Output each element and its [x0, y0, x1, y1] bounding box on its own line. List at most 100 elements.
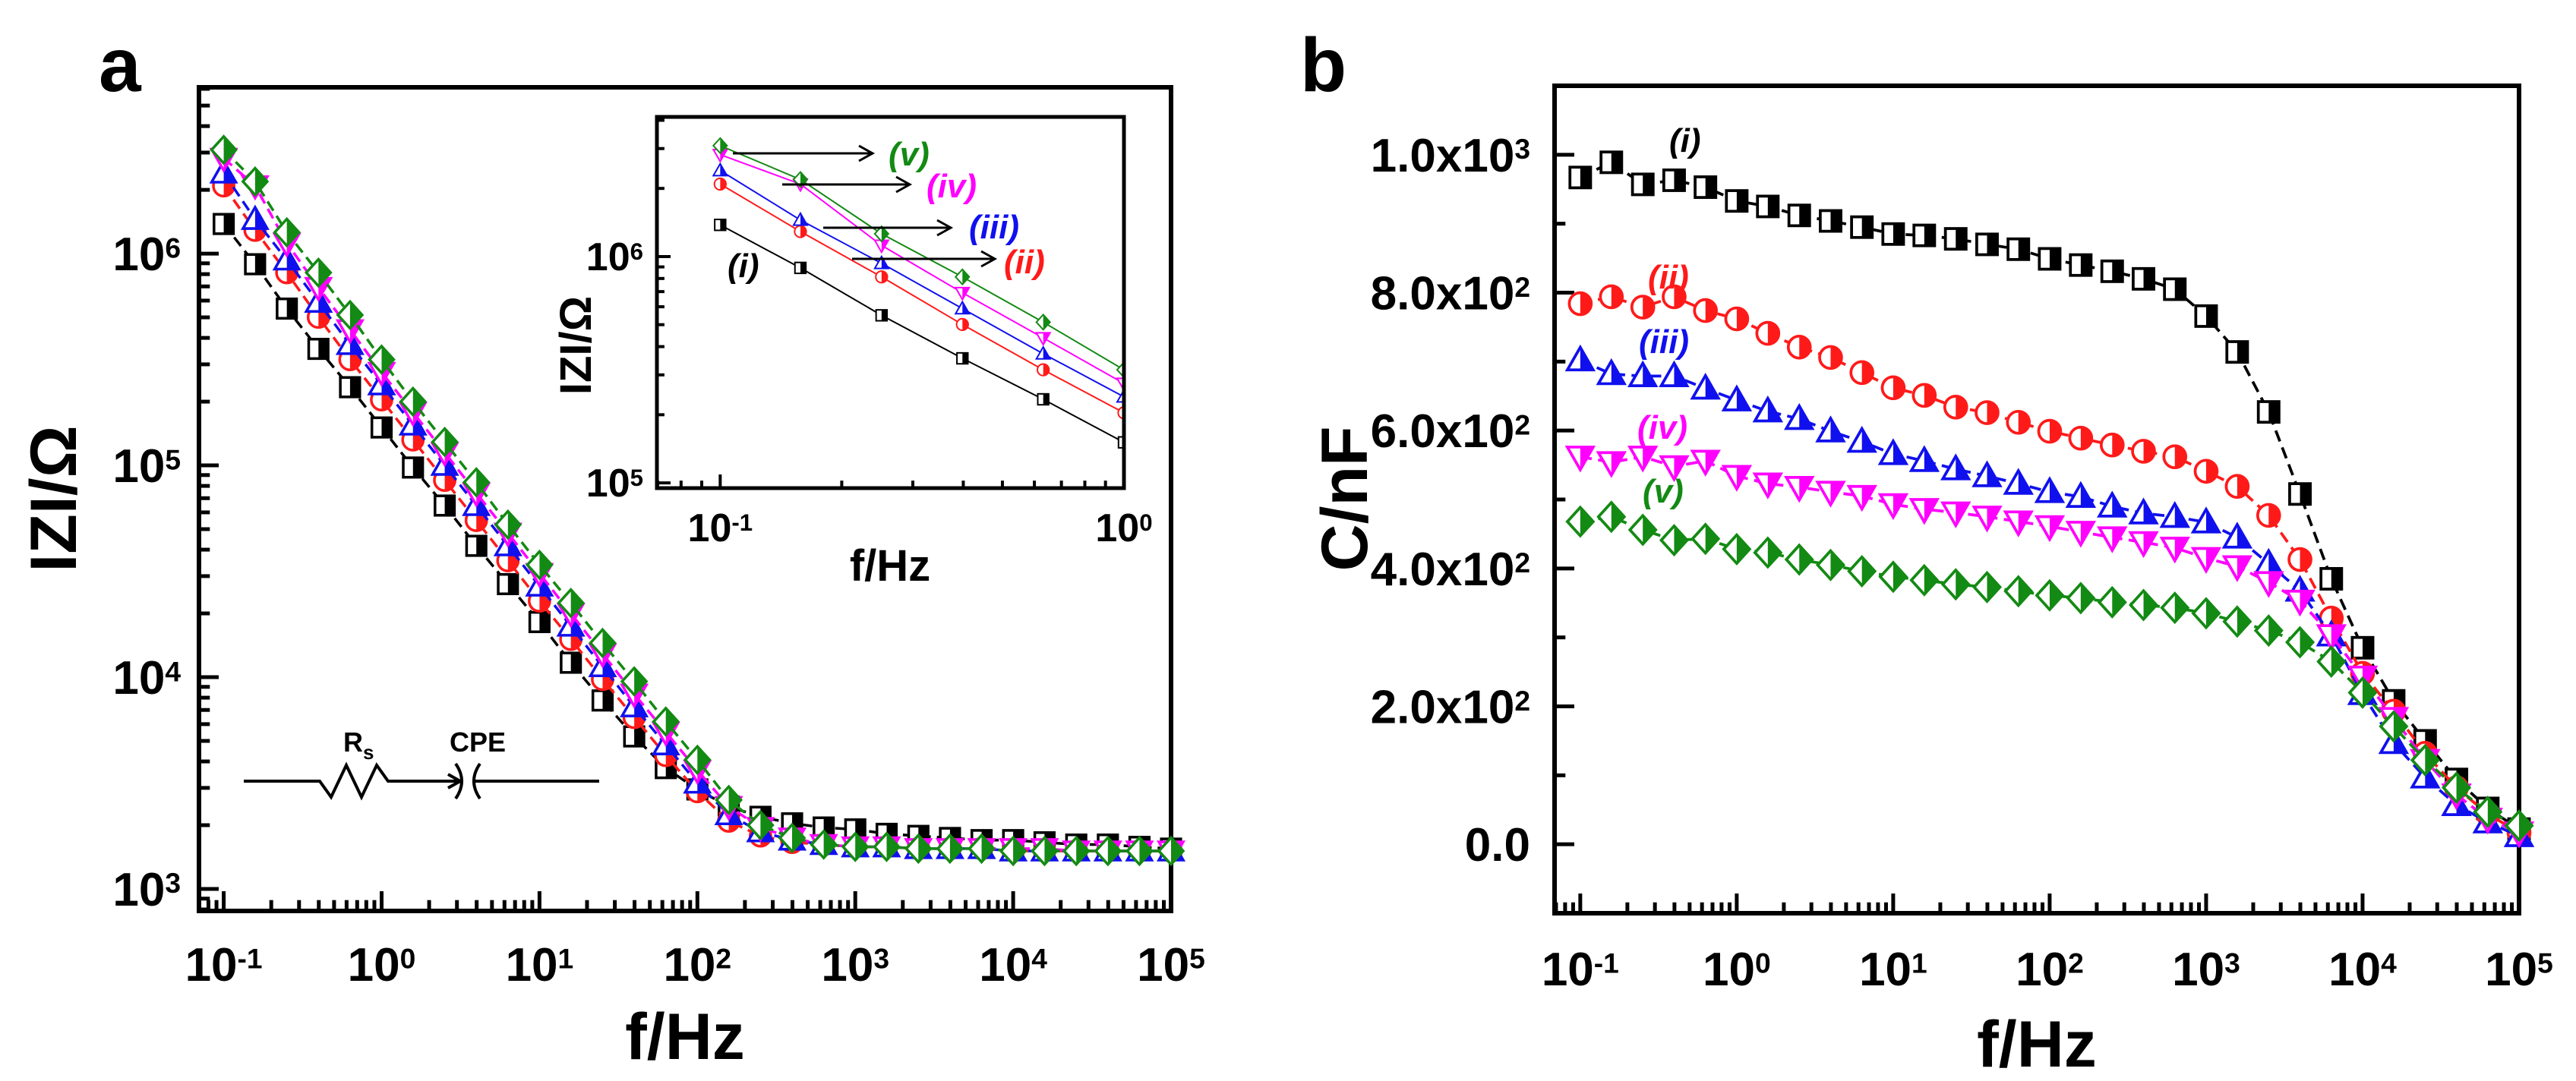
data-point	[1877, 493, 1909, 521]
data-point	[1037, 363, 1050, 377]
panel-b-label: b	[1300, 23, 1346, 108]
marker-fill	[1924, 448, 1937, 471]
series-line	[719, 169, 1124, 398]
marker-fill	[254, 168, 267, 195]
y-tick-label: 6.0x102	[1371, 405, 1530, 458]
marker-fill	[318, 339, 329, 359]
marker-fill	[2174, 537, 2188, 561]
marker-fill	[720, 149, 728, 162]
series-label: (iii)	[969, 209, 1019, 246]
marker-fill	[2331, 626, 2344, 648]
marker-fill	[1705, 375, 1719, 399]
marker-fill	[800, 213, 807, 225]
data-point	[2034, 515, 2066, 543]
data-point	[1599, 150, 1624, 175]
marker-fill	[2080, 254, 2091, 276]
data-point	[2132, 266, 2155, 291]
x-axis-title: f/Hz	[625, 1001, 745, 1073]
marker-fill	[1611, 452, 1624, 475]
data-point	[2128, 531, 2159, 559]
marker-fill	[1076, 837, 1089, 865]
data-point	[875, 309, 889, 322]
data-point	[2097, 490, 2128, 518]
inset-x-axis-title: f/Hz	[850, 541, 930, 591]
marker-fill	[1643, 515, 1656, 544]
data-point	[465, 534, 488, 557]
marker-fill	[2393, 712, 2407, 741]
marker-fill	[2205, 599, 2219, 628]
marker-fill	[2268, 550, 2282, 574]
marker-fill	[1736, 387, 1750, 410]
marker-fill	[697, 746, 710, 774]
marker-fill	[223, 136, 236, 163]
data-point	[1690, 449, 1721, 477]
panel-b-capacitance-plot: b 10-1 100 101 102 103 104 105 0.0 2.0x102 4.0x10…	[1300, 23, 2553, 1081]
marker-fill	[1736, 534, 1750, 564]
y-tick-label: 104	[112, 652, 181, 704]
marker-fill	[1767, 474, 1781, 497]
data-point	[1815, 548, 1845, 581]
marker-fill	[2237, 524, 2250, 547]
marker-fill	[254, 254, 265, 274]
data-point	[1659, 455, 1690, 483]
marker-fill	[1767, 398, 1781, 421]
data-point	[2003, 468, 2034, 495]
inset-y-axis-title: IZI/Ω	[551, 296, 601, 395]
marker-fill	[1893, 494, 1906, 518]
x-tick-label: 102	[663, 939, 731, 991]
data-point	[276, 297, 298, 320]
data-point	[2128, 497, 2159, 525]
data-point	[2442, 771, 2472, 805]
data-point	[1630, 295, 1656, 320]
marker-fill	[2205, 460, 2218, 483]
data-point	[1877, 438, 1909, 465]
data-point	[1690, 522, 1721, 556]
data-point	[1975, 232, 1999, 257]
data-point	[2191, 597, 2221, 630]
data-point	[1564, 344, 1596, 372]
marker-fill	[2362, 637, 2373, 658]
y-tick-label: 103	[112, 864, 181, 916]
data-point	[2350, 635, 2375, 660]
data-point	[434, 494, 456, 517]
data-point	[1755, 320, 1781, 346]
x-tick-label: 103	[821, 939, 889, 991]
marker-fill	[1643, 296, 1654, 319]
x-tick-label: 104	[2328, 944, 2397, 996]
data-point	[1908, 445, 1940, 472]
data-point	[2162, 444, 2188, 470]
data-point	[1627, 360, 1659, 388]
marker-fill	[1107, 837, 1120, 865]
marker-fill	[1674, 456, 1687, 480]
series-line	[1580, 515, 2520, 827]
data-point	[1627, 446, 1659, 473]
marker-fill	[381, 372, 394, 394]
marker-fill	[1043, 393, 1049, 405]
marker-fill	[2112, 588, 2126, 617]
data-point	[1722, 532, 1752, 566]
marker-fill	[2143, 268, 2155, 289]
arrow-icon	[782, 175, 913, 194]
series-line	[720, 153, 1124, 384]
marker-fill	[2049, 420, 2061, 443]
data-point	[2097, 526, 2128, 553]
marker-fill	[476, 468, 489, 496]
marker-fill	[1830, 482, 1844, 506]
data-point	[368, 344, 396, 375]
data-point	[2066, 581, 2096, 615]
data-point	[2256, 400, 2281, 424]
x-tick-label: 105	[1137, 939, 1205, 991]
data-point	[2006, 237, 2031, 261]
data-point	[1940, 501, 1971, 529]
data-point	[2347, 676, 2378, 709]
marker-fill	[2080, 427, 2092, 449]
data-point	[2284, 589, 2316, 617]
data-point	[1034, 332, 1052, 347]
data-point	[2034, 476, 2066, 503]
marker-fill	[2174, 446, 2186, 468]
data-point	[1784, 543, 1814, 576]
series-5	[1565, 500, 2534, 843]
marker-fill	[476, 536, 487, 556]
marker-fill	[800, 172, 807, 188]
data-point	[2163, 277, 2187, 301]
